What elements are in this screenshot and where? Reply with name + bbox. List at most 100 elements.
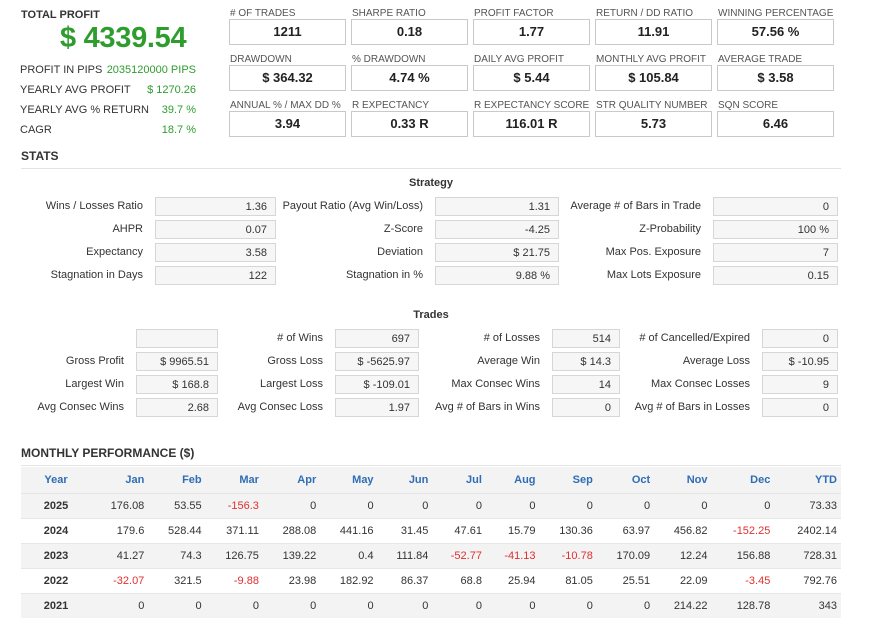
stat-label: Max Consec Wins — [451, 378, 540, 390]
month-value-cell: 343 — [774, 593, 841, 618]
metric-value: 116.01 R — [473, 111, 590, 137]
month-value-cell: 0 — [596, 593, 655, 618]
metric-value: 57.56 % — [717, 19, 834, 45]
stat-label: Largest Loss — [260, 378, 323, 390]
stat-label: Max Consec Losses — [650, 378, 750, 390]
column-header: Jan — [91, 467, 149, 494]
stats-title: STATS — [21, 149, 59, 163]
metric-value: $ 105.84 — [595, 65, 712, 91]
stat-value-field — [136, 329, 218, 348]
stat-label: Payout Ratio (Avg Win/Loss) — [282, 200, 423, 212]
stat-label: Expectancy — [86, 246, 143, 258]
monthly-body: 2025 176.08 53.55 -156.3 0 0 0 0 0 0 0 0 0 73.33 2024 1… — [21, 493, 841, 618]
metric-value: 4.74 % — [351, 65, 468, 91]
metric-card: DRAWDOWN $ 364.32 — [229, 54, 346, 98]
month-value-cell: 2402.14 — [774, 518, 841, 544]
stat-label: Wins / Losses Ratio — [45, 200, 143, 212]
stat-label: Max Pos. Exposure — [605, 246, 701, 258]
summary-value: 18.7 % — [161, 124, 196, 136]
stat-value-field: 9.88 % — [435, 266, 559, 285]
metric-label: ANNUAL % / MAX DD % — [230, 100, 341, 111]
month-value-cell: 0 — [320, 593, 378, 618]
metric-value: 3.94 — [229, 111, 346, 137]
month-value-cell: 23.98 — [262, 568, 321, 594]
summary-row: PROFIT IN PIPS 2035120000 PIPS — [20, 64, 196, 80]
stat-value-field: $ 168.8 — [136, 375, 218, 394]
month-value-cell: 25.94 — [485, 568, 540, 594]
stat-label: Gross Loss — [267, 355, 323, 367]
total-profit-label: TOTAL PROFIT — [21, 9, 100, 21]
stat-value-field: 0.07 — [155, 220, 276, 239]
column-header: YTD — [774, 467, 841, 494]
metric-card: WINNING PERCENTAGE 57.56 % — [717, 8, 834, 52]
stat-value-field: 0.15 — [713, 266, 838, 285]
stat-label: Deviation — [377, 246, 423, 258]
stat-value-field: 514 — [552, 329, 620, 348]
column-header: Nov — [654, 467, 712, 494]
metric-card: SQN SCORE 6.46 — [717, 100, 834, 144]
month-value-cell: 47.61 — [432, 518, 486, 544]
metric-label: SQN SCORE — [718, 100, 779, 111]
month-value-cell: 12.24 — [654, 543, 712, 569]
stat-value-field: 2.68 — [136, 398, 218, 417]
month-value-cell: -10.78 — [539, 543, 597, 569]
stat-value-field: $ 9965.51 — [136, 352, 218, 371]
metric-label: RETURN / DD RATIO — [596, 8, 694, 19]
month-value-cell: 170.09 — [596, 543, 655, 569]
metric-value: 1211 — [229, 19, 346, 45]
month-value-cell: -3.45 — [711, 568, 775, 594]
metric-card: SHARPE RATIO 0.18 — [351, 8, 468, 52]
summary-label: YEARLY AVG % RETURN — [20, 104, 149, 116]
stat-value-field: 0 — [552, 398, 620, 417]
total-profit-value: $ 4339.54 — [60, 22, 187, 54]
metric-value: 0.33 R — [351, 111, 468, 137]
stat-value-field: 0 — [713, 197, 838, 216]
month-value-cell: -152.25 — [711, 518, 775, 544]
stat-label: Z-Score — [383, 223, 423, 235]
month-value-cell: 0 — [485, 593, 540, 618]
table-row: 2023 41.27 74.3 126.75 139.22 0.4 111.84 -52.77… — [21, 543, 841, 569]
column-header: Dec — [711, 467, 775, 494]
metric-value: $ 3.58 — [717, 65, 834, 91]
trades-title: Trades — [413, 309, 449, 321]
year-cell: 2024 — [21, 518, 91, 544]
stat-value-field: 9 — [762, 375, 838, 394]
month-value-cell: 0 — [320, 493, 378, 519]
stat-label: Average # of Bars in Trade — [570, 200, 701, 212]
month-value-cell: 128.78 — [711, 593, 775, 618]
monthly-table: Year Jan Feb Mar Apr May Jun Jul Aug Sep Oct Nov Dec… — [21, 467, 841, 618]
month-value-cell: 456.82 — [654, 518, 712, 544]
stat-value-field: $ 14.3 — [552, 352, 620, 371]
month-value-cell: 0 — [596, 493, 655, 519]
month-value-cell: -156.3 — [205, 493, 263, 519]
stat-value-field: 697 — [335, 329, 419, 348]
month-value-cell: 53.55 — [148, 493, 206, 519]
metric-label: DRAWDOWN — [230, 54, 292, 65]
year-cell: 2023 — [21, 543, 91, 569]
month-value-cell: 0 — [432, 593, 486, 618]
stat-label: Average Win — [477, 355, 540, 367]
metric-value: 11.91 — [595, 19, 712, 45]
month-value-cell: 86.37 — [377, 568, 433, 594]
metric-card: R EXPECTANCY SCORE 116.01 R — [473, 100, 590, 144]
stat-label: Avg # of Bars in Wins — [435, 401, 540, 413]
column-header: Jul — [432, 467, 486, 494]
column-header: Mar — [205, 467, 263, 494]
metric-card: DAILY AVG PROFIT $ 5.44 — [473, 54, 590, 98]
month-value-cell: 0 — [148, 593, 206, 618]
month-value-cell: 0 — [377, 593, 433, 618]
metric-card: R EXPECTANCY 0.33 R — [351, 100, 468, 144]
stat-value-field: 100 % — [713, 220, 838, 239]
summary-label: PROFIT IN PIPS — [20, 64, 103, 76]
stat-value-field: 1.36 — [155, 197, 276, 216]
stat-label: # of Losses — [483, 332, 540, 344]
metric-label: DAILY AVG PROFIT — [474, 54, 565, 65]
metric-value: 5.73 — [595, 111, 712, 137]
summary-value: $ 1270.26 — [147, 84, 196, 96]
stat-value-field: 122 — [155, 266, 276, 285]
month-value-cell: 81.05 — [539, 568, 597, 594]
column-header: Sep — [539, 467, 597, 494]
stat-label: Avg # of Bars in Losses — [634, 401, 750, 413]
metric-card: ANNUAL % / MAX DD % 3.94 — [229, 100, 346, 144]
summary-row: CAGR 18.7 % — [20, 124, 196, 140]
